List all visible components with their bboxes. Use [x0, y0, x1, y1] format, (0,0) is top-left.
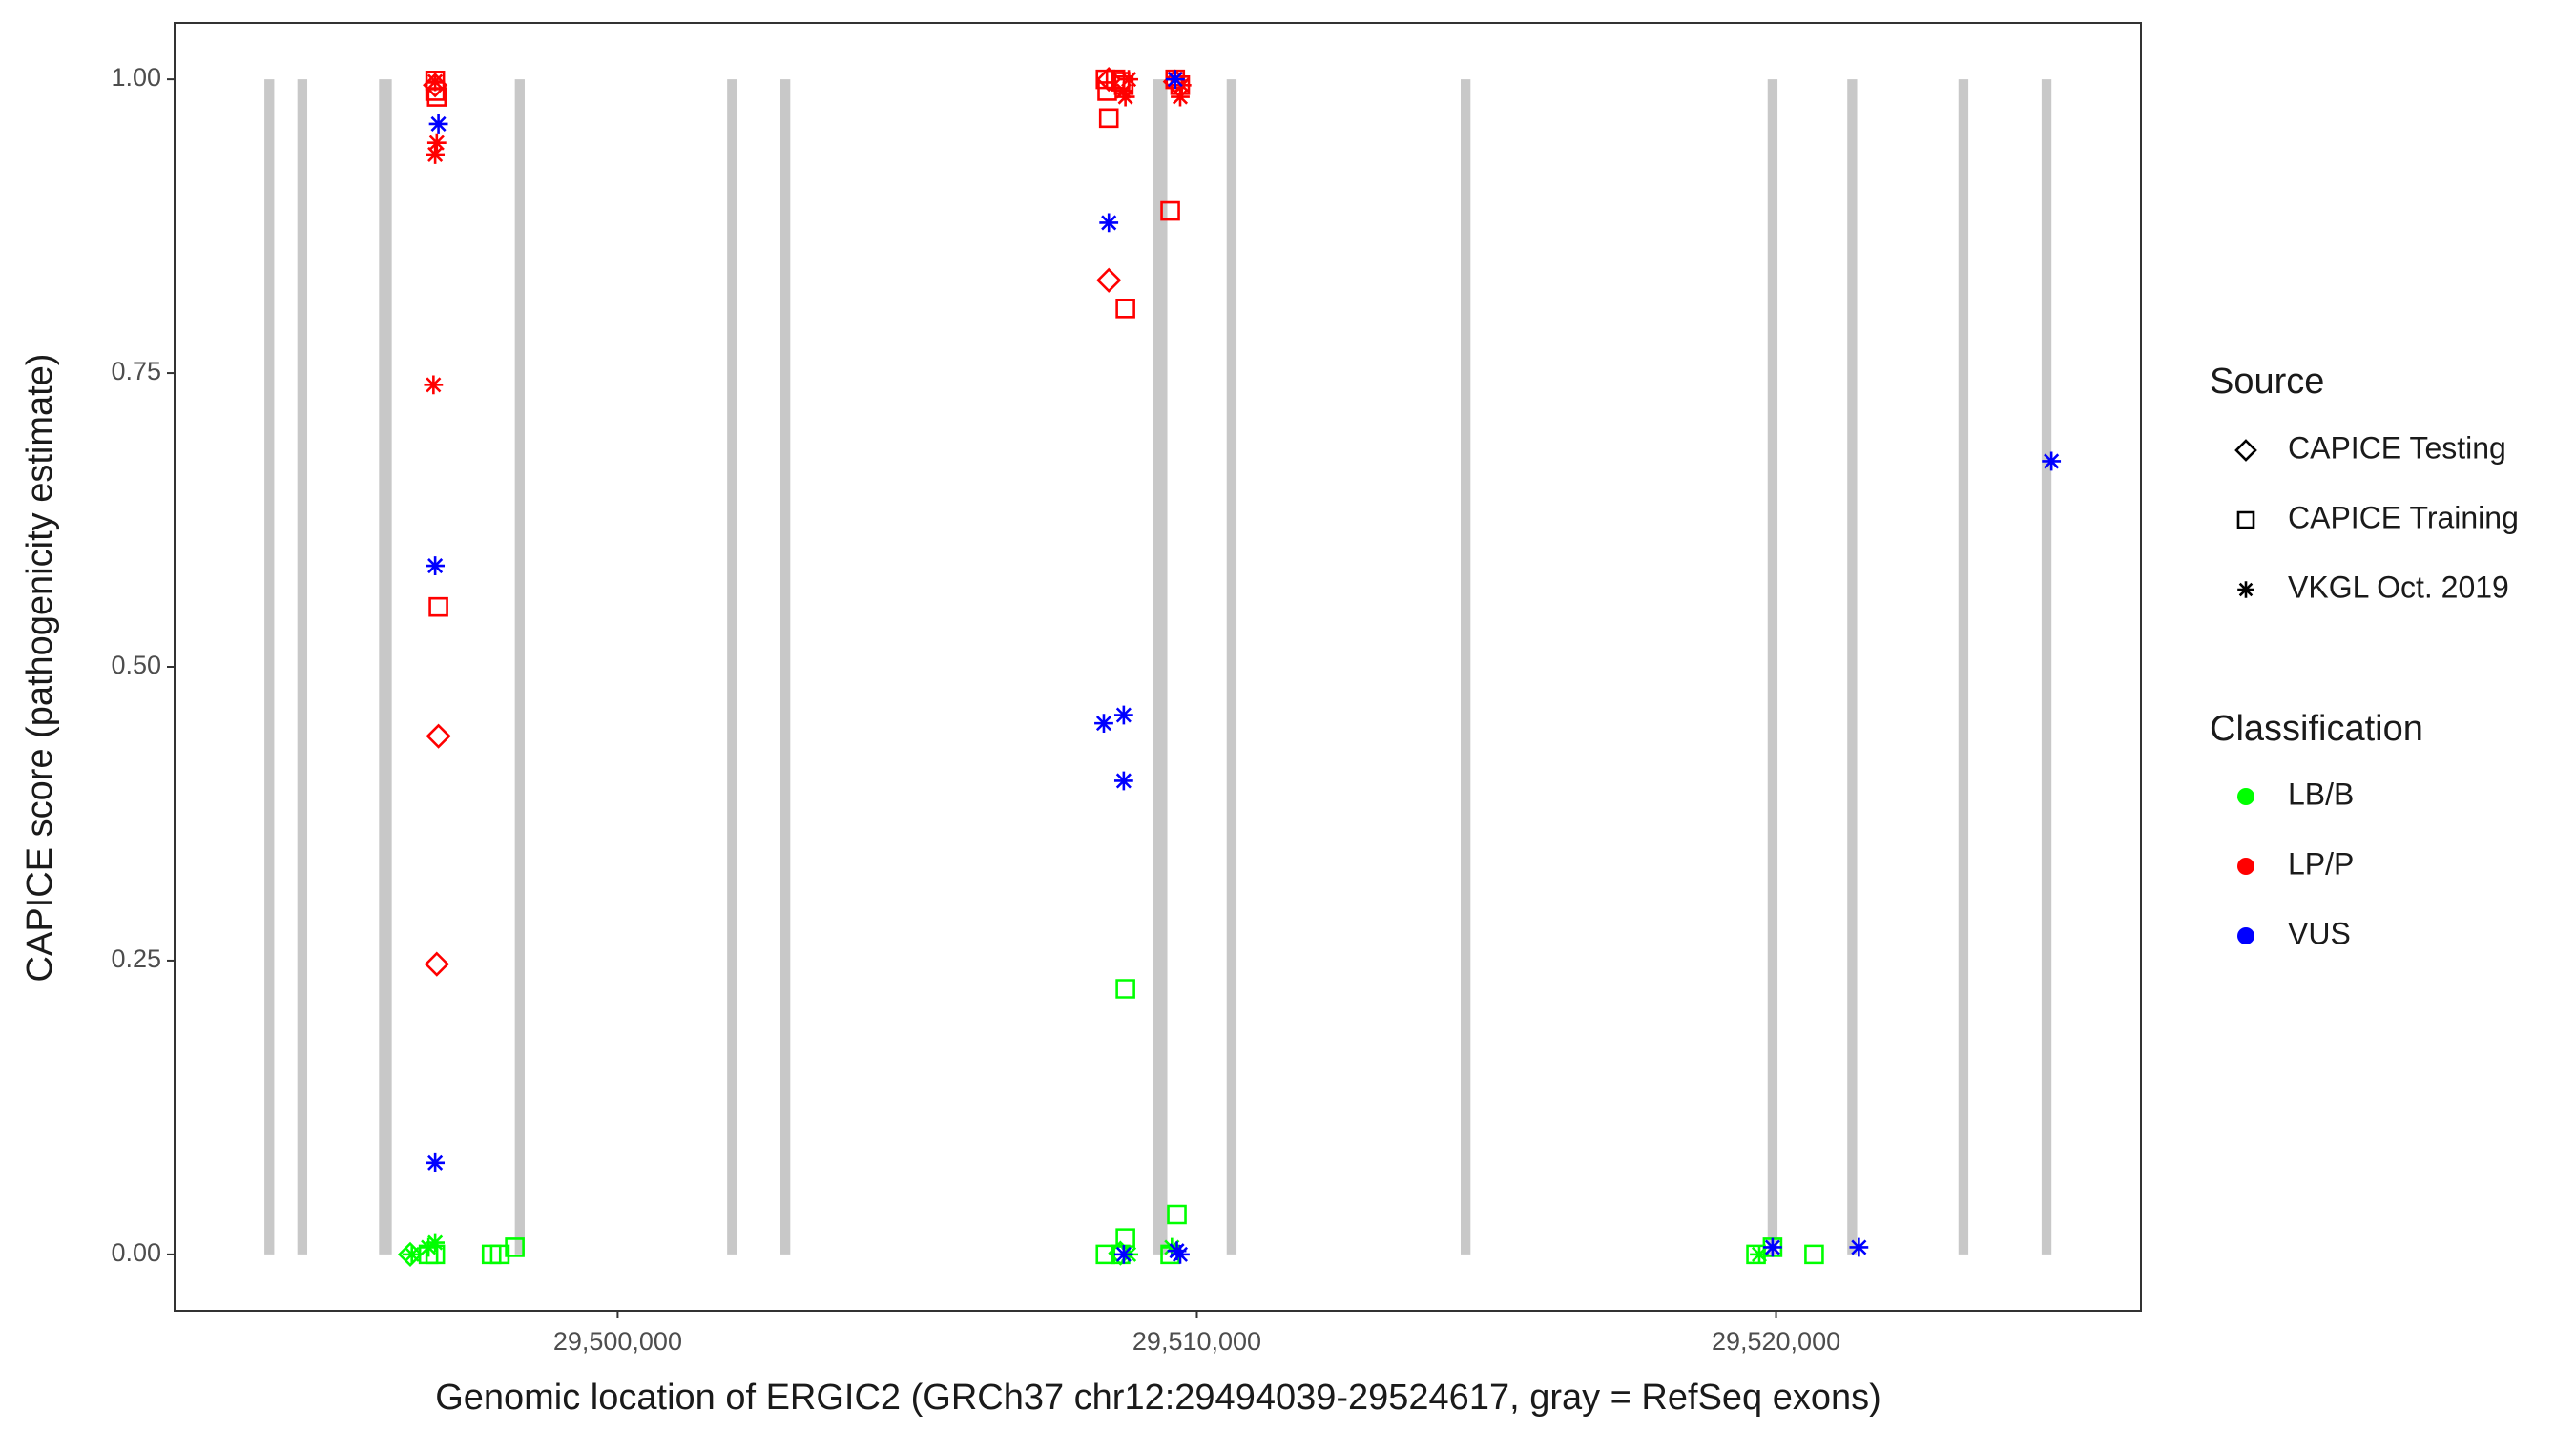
point: [505, 1237, 525, 1257]
point: [1171, 87, 1190, 107]
legend-symbol: [2237, 927, 2254, 944]
exon: [1958, 79, 1969, 1255]
legend-label: CAPICE Training: [2288, 500, 2519, 534]
point: [426, 72, 446, 92]
x-tick-label: 29,510,000: [1132, 1327, 1261, 1356]
exon: [1767, 79, 1778, 1255]
point: [1094, 714, 1113, 734]
point: [1113, 1244, 1133, 1264]
legend-symbol: [2234, 439, 2257, 462]
point: [1113, 705, 1133, 725]
point: [1115, 299, 1135, 319]
legend-label: VKGL Oct. 2019: [2288, 570, 2509, 604]
point: [1115, 1228, 1135, 1248]
exon: [779, 79, 791, 1255]
point: [426, 145, 446, 164]
exon: [2041, 79, 2052, 1255]
point: [1119, 70, 1138, 90]
point: [426, 1152, 446, 1172]
legend-label: CAPICE Testing: [2288, 430, 2506, 465]
point: [1160, 200, 1180, 221]
point: [2042, 451, 2062, 471]
point: [1167, 1204, 1187, 1225]
y-tick-label: 0.25: [111, 944, 161, 973]
point: [426, 133, 447, 153]
point: [424, 951, 449, 977]
point: [1113, 771, 1133, 791]
legend-symbol: [2237, 858, 2254, 875]
exon: [297, 79, 308, 1255]
point: [1096, 67, 1122, 93]
y-tick-label: 0.00: [111, 1238, 161, 1267]
point: [424, 375, 444, 395]
exon: [514, 79, 525, 1255]
point: [1099, 213, 1119, 233]
point: [428, 114, 448, 134]
point: [1097, 81, 1117, 101]
exon: [1153, 79, 1168, 1255]
exon: [379, 79, 392, 1255]
point: [1113, 81, 1133, 101]
point: [1849, 1237, 1869, 1257]
legend-symbol: [2237, 581, 2254, 598]
point: [1096, 267, 1122, 293]
point: [1115, 87, 1135, 107]
point: [426, 87, 447, 107]
exon: [1226, 79, 1237, 1255]
legend-title: Source: [2210, 362, 2324, 402]
point: [1098, 108, 1119, 129]
x-tick-label: 29,520,000: [1712, 1327, 1840, 1356]
legend-title: Classification: [2210, 709, 2423, 749]
exon: [727, 79, 737, 1255]
y-tick-label: 0.75: [111, 357, 161, 385]
legend-label: VUS: [2288, 916, 2351, 950]
exon: [1460, 79, 1471, 1255]
legend-symbol: [2236, 510, 2255, 529]
point: [426, 556, 446, 575]
point: [1115, 979, 1135, 999]
point: [1750, 1244, 1769, 1264]
legend-label: LP/P: [2288, 846, 2354, 881]
point: [1165, 70, 1185, 90]
exon: [1847, 79, 1858, 1255]
point: [1171, 1244, 1190, 1264]
y-tick-label: 1.00: [111, 63, 161, 92]
point: [426, 1233, 446, 1253]
point: [419, 1237, 439, 1257]
legend-symbol: [2237, 788, 2254, 805]
x-tick-label: 29,500,000: [553, 1327, 682, 1356]
point: [397, 1241, 424, 1267]
y-axis-title: CAPICE score (pathogenicity estimate): [20, 354, 60, 983]
exon: [264, 79, 275, 1255]
point: [426, 723, 451, 749]
point: [428, 596, 448, 617]
point: [489, 1244, 510, 1265]
y-tick-label: 0.50: [111, 651, 161, 679]
panel-border: [174, 22, 2142, 1312]
point: [1763, 1237, 1782, 1257]
point: [1804, 1244, 1824, 1265]
x-axis-title: Genomic location of ERGIC2 (GRCh37 chr12…: [435, 1378, 1881, 1418]
legend-label: LB/B: [2288, 777, 2354, 811]
point: [402, 1244, 422, 1264]
